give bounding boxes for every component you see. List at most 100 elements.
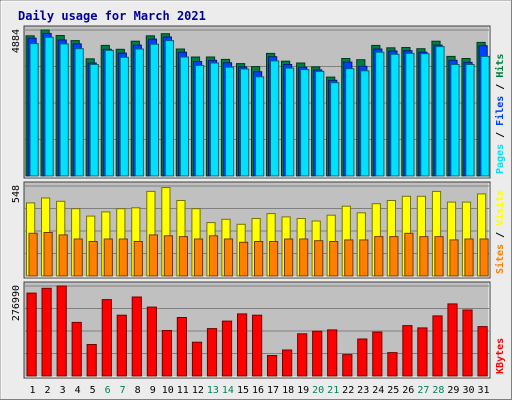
kbytes-bar [417,327,428,377]
pages-bar [194,64,205,177]
x-axis-labels: 1 2 3 4 5 6 7 8 9 10 11 12 13 14 15 16 17 18 19 20 21 22 23 24 2… [29,385,489,396]
sites-bar [178,236,189,277]
kbytes-bar [206,328,218,377]
pages-bar [420,53,430,177]
pages-bar [89,64,99,177]
chart-title: Daily usage for March 2021 [18,9,206,23]
kbytes-bar [267,355,278,377]
pages-bar [345,68,355,177]
sites-bar [118,238,128,277]
kbytes-bar [131,296,142,377]
kbytes-bar [477,326,488,377]
sites-bar [148,234,159,277]
pages-bar [164,40,175,177]
sites-bar [133,241,143,277]
pages-bar [405,52,415,177]
kbytes-bar [372,331,383,377]
sites-bar [254,241,264,277]
pages-bar [450,64,460,177]
x-tick-label: 20 [312,385,324,396]
y-max-label: 548 [11,185,22,203]
sites-bar [419,236,429,277]
x-tick-label: 31 [477,385,489,396]
pages-bar [285,67,295,177]
legend-hits: Hits [494,54,506,78]
sites-bar [344,239,354,277]
legend-files: Files [494,96,506,126]
x-tick-label: 25 [387,385,399,396]
kbytes-bar [101,299,112,377]
legend-hits_files_pages: Pages / Files / Hits [494,54,506,174]
x-tick-label: 21 [327,385,339,396]
sites-bar [314,240,324,277]
x-tick-label: 3 [60,385,66,396]
x-tick-label: 27 [417,385,429,396]
pages-bar [224,66,235,177]
x-tick-label: 18 [282,385,294,396]
pages-bar [134,48,144,177]
legend-visits: Visits [494,190,506,226]
kbytes-bar [41,287,52,377]
sites-bar [404,232,414,277]
pages-bar [59,43,69,177]
kbytes-bar [86,344,97,377]
sites-bar [464,238,474,277]
sites-bar [479,238,489,277]
legend-separator: / [495,226,506,244]
sites-bar [389,236,399,277]
sites-bar [329,241,339,277]
sites-bar [163,235,174,277]
kbytes-bar [297,333,308,377]
sites-bar [299,238,309,277]
pages-bar [375,51,385,177]
kbytes-bar [252,314,263,377]
x-tick-label: 16 [252,385,264,396]
kbytes-bar [387,352,398,377]
pages-bar [149,43,160,177]
kbytes-bar [146,306,158,377]
x-tick-label: 23 [357,385,369,396]
sites-bar [88,241,98,277]
x-tick-label: 9 [150,385,156,396]
x-tick-label: 17 [267,385,279,396]
kbytes-bar [357,338,368,377]
kbytes-bar [327,329,338,377]
pages-bar [315,70,325,177]
panel-hits_files_pages: 4884 Pages / Files / Hits [11,25,506,179]
sites-bar [73,238,83,277]
sites-bar [208,235,219,277]
kbytes-bar [26,292,37,377]
pages-bar [179,56,190,177]
legend-separator: / [495,78,506,96]
legend-kbytes: KBytes [495,338,506,374]
x-tick-label: 26 [402,385,414,396]
pages-bar [74,48,84,177]
kbytes-bar [237,313,248,377]
pages-bar [390,53,400,177]
pages-bar [29,43,39,177]
x-tick-label: 22 [342,385,354,396]
pages-bar [44,36,54,177]
panel-kbytes: 276990 KBytes [11,281,506,379]
sites-bar [374,236,384,277]
pages-bar [435,46,445,177]
pages-bar [240,68,250,177]
sites-bar [284,238,294,277]
x-tick-label: 13 [207,385,219,396]
x-tick-label: 10 [162,385,174,396]
pages-bar [465,64,475,177]
kbytes-bar [312,330,323,377]
pages-bar [270,60,280,177]
x-tick-label: 28 [432,385,444,396]
x-tick-label: 11 [177,385,189,396]
sites-bar [193,238,204,277]
x-tick-label: 29 [447,385,459,396]
panel-visits_sites: 548 Sites / Visits [11,181,506,279]
kbytes-bar [432,315,443,377]
x-tick-label: 24 [372,385,384,396]
sites-bar [434,236,444,277]
y-max-label: 4884 [11,29,22,53]
x-tick-label: 19 [297,385,309,396]
kbytes-bar [161,330,173,377]
legend-sites: Sites [494,244,506,274]
